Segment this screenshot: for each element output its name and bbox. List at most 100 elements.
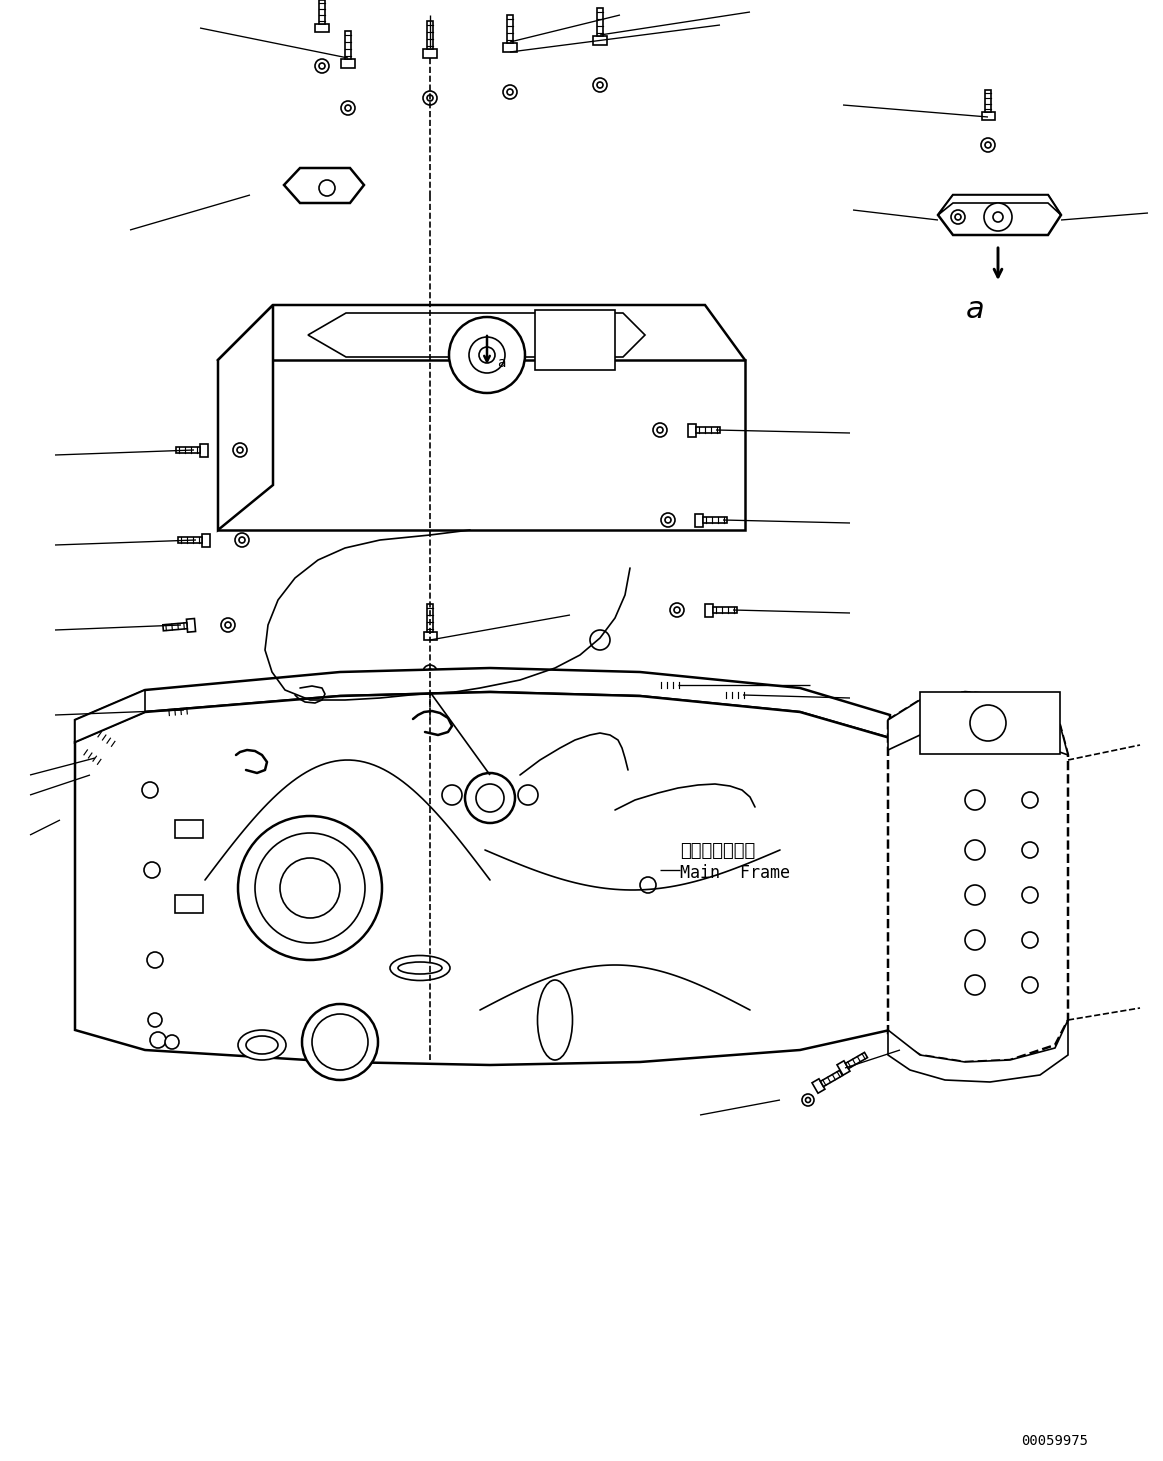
Circle shape (150, 1031, 166, 1048)
Polygon shape (95, 730, 117, 748)
Circle shape (590, 630, 611, 650)
Bar (920, 693, 1059, 754)
Circle shape (955, 213, 961, 221)
Circle shape (240, 538, 245, 543)
Circle shape (469, 337, 505, 373)
Circle shape (221, 618, 235, 633)
Circle shape (965, 974, 985, 995)
Circle shape (223, 703, 237, 717)
Polygon shape (217, 305, 745, 405)
Circle shape (345, 105, 351, 111)
Polygon shape (284, 168, 364, 203)
Bar (174, 896, 204, 913)
Circle shape (661, 513, 675, 527)
Polygon shape (688, 424, 695, 437)
Circle shape (423, 91, 437, 105)
Text: a: a (965, 295, 984, 324)
Circle shape (238, 817, 381, 960)
Polygon shape (98, 758, 112, 773)
Circle shape (665, 517, 671, 523)
Ellipse shape (390, 955, 450, 980)
Polygon shape (202, 533, 211, 546)
Polygon shape (427, 20, 433, 50)
Polygon shape (166, 707, 191, 716)
Ellipse shape (398, 961, 442, 974)
Polygon shape (837, 1061, 850, 1075)
Polygon shape (319, 0, 324, 23)
Circle shape (148, 1012, 162, 1027)
Circle shape (224, 622, 231, 628)
Circle shape (593, 77, 607, 92)
Circle shape (993, 212, 1003, 222)
Circle shape (965, 931, 985, 950)
Circle shape (227, 707, 233, 713)
Circle shape (985, 142, 991, 148)
Circle shape (965, 840, 985, 861)
Polygon shape (695, 427, 720, 432)
Bar (174, 820, 204, 839)
Polygon shape (889, 693, 1068, 1062)
Polygon shape (504, 42, 518, 53)
Circle shape (675, 606, 680, 614)
Polygon shape (200, 444, 208, 456)
Polygon shape (178, 538, 202, 543)
Polygon shape (341, 58, 355, 69)
Polygon shape (308, 313, 645, 356)
Polygon shape (427, 603, 433, 633)
Text: a: a (497, 356, 506, 370)
Circle shape (237, 447, 243, 453)
Circle shape (341, 101, 355, 115)
Circle shape (319, 180, 335, 196)
Circle shape (427, 95, 433, 101)
Polygon shape (163, 622, 187, 631)
Polygon shape (939, 194, 1061, 215)
Circle shape (319, 63, 324, 69)
Polygon shape (217, 359, 745, 530)
Polygon shape (190, 704, 199, 717)
Circle shape (315, 58, 329, 73)
Polygon shape (702, 517, 727, 523)
Polygon shape (812, 1078, 825, 1093)
Text: メインフレーム: メインフレーム (680, 842, 755, 861)
Circle shape (149, 747, 160, 758)
Circle shape (802, 1094, 814, 1106)
Circle shape (615, 678, 629, 693)
Circle shape (597, 82, 602, 88)
Ellipse shape (537, 980, 572, 1061)
Polygon shape (695, 513, 702, 526)
Circle shape (165, 1034, 179, 1049)
Polygon shape (982, 112, 994, 120)
Circle shape (152, 749, 157, 754)
Circle shape (619, 682, 625, 688)
Circle shape (280, 858, 340, 918)
Circle shape (136, 764, 148, 776)
Circle shape (680, 688, 694, 701)
Polygon shape (345, 31, 351, 58)
Circle shape (140, 767, 144, 773)
Circle shape (518, 785, 538, 805)
Polygon shape (315, 23, 329, 32)
Circle shape (147, 953, 163, 969)
Polygon shape (846, 1052, 868, 1068)
Circle shape (235, 533, 249, 546)
Polygon shape (186, 618, 195, 633)
Circle shape (476, 785, 504, 812)
Circle shape (233, 443, 247, 457)
Circle shape (1022, 842, 1039, 858)
Circle shape (806, 1097, 811, 1103)
Circle shape (984, 203, 1012, 231)
Polygon shape (593, 37, 607, 45)
Circle shape (144, 862, 160, 878)
Polygon shape (650, 678, 658, 691)
Ellipse shape (238, 1030, 286, 1061)
Circle shape (951, 210, 965, 224)
Circle shape (479, 348, 495, 362)
Polygon shape (889, 693, 1068, 755)
Circle shape (507, 89, 513, 95)
Polygon shape (74, 690, 145, 742)
Polygon shape (985, 91, 991, 112)
Circle shape (965, 885, 985, 904)
Text: 00059975: 00059975 (1021, 1435, 1089, 1448)
Circle shape (1022, 977, 1039, 993)
Circle shape (965, 790, 985, 809)
